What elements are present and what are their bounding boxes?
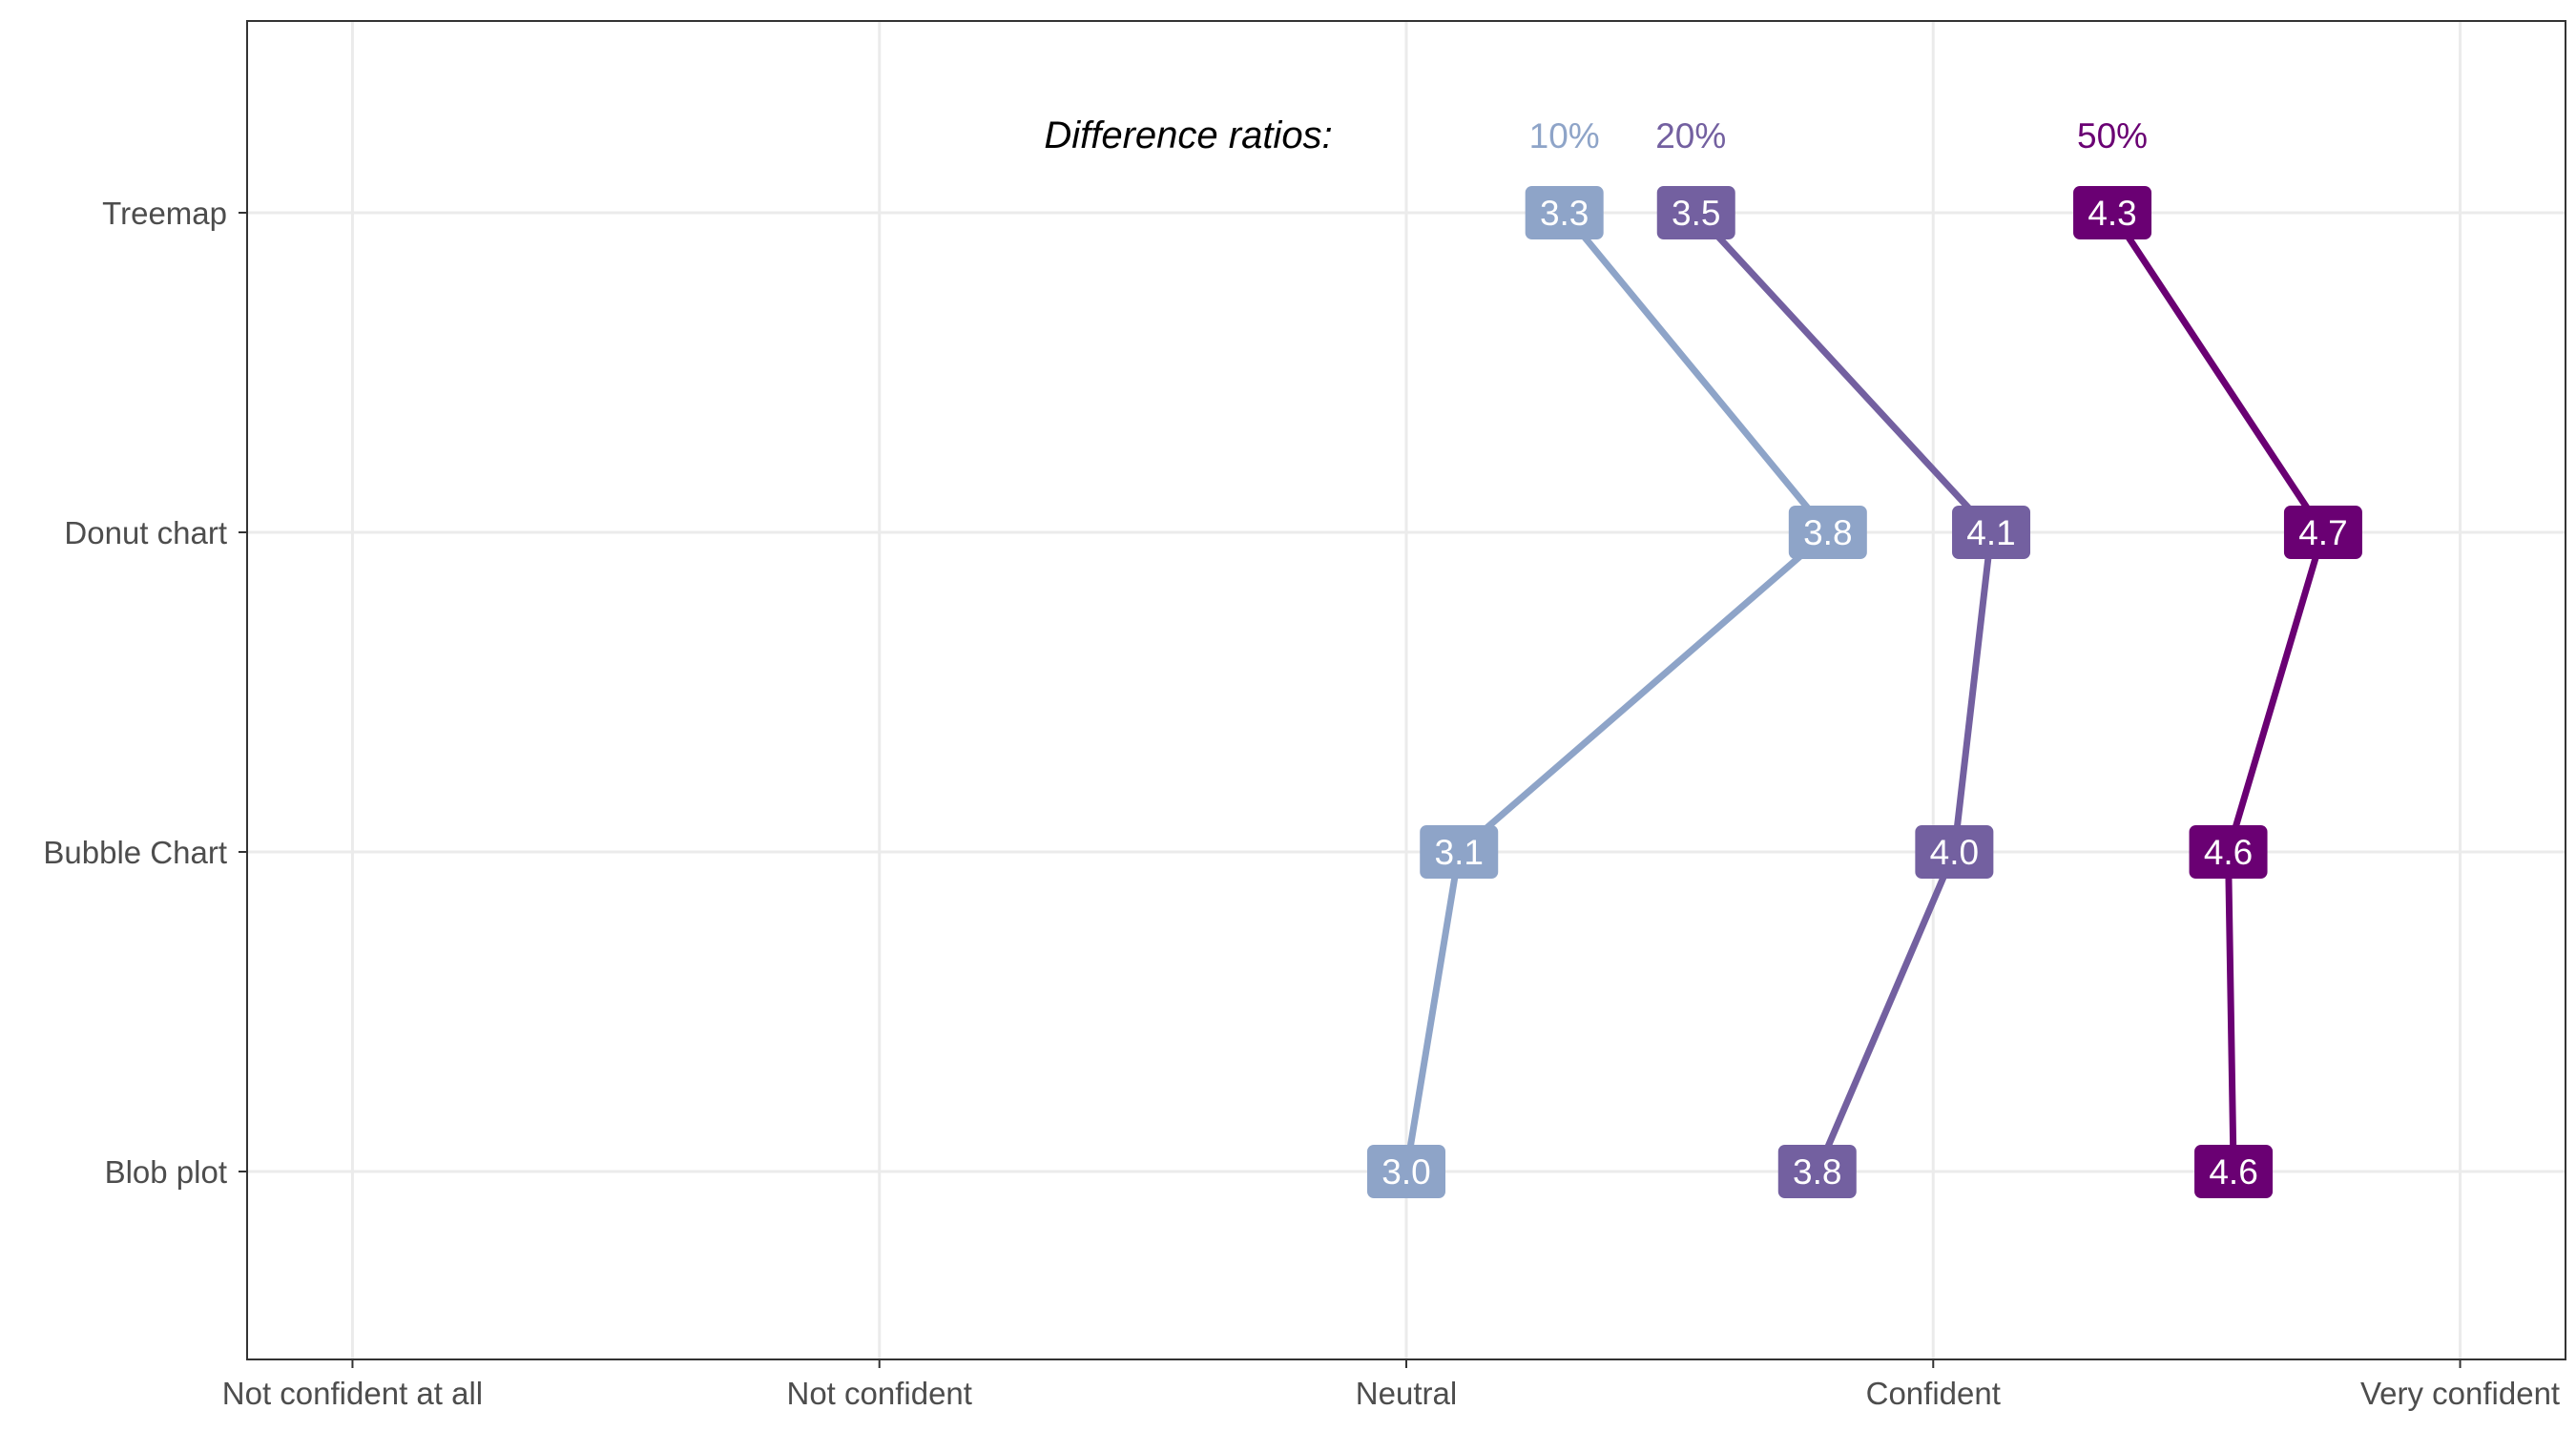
value-label-box xyxy=(1952,506,2031,559)
value-label: 4.7 xyxy=(2283,506,2362,559)
value-label-text: 3.8 xyxy=(1793,1152,1841,1192)
axes: Not confident at all Not confident Neutral… xyxy=(43,196,2560,1411)
value-label-text: 3.0 xyxy=(1381,1152,1430,1192)
value-label-box xyxy=(1777,1145,1857,1198)
value-label-box xyxy=(2283,506,2362,559)
value-label-text: 4.0 xyxy=(1930,833,1979,872)
y-tick-label: Blob plot xyxy=(105,1154,227,1190)
value-label: 4.6 xyxy=(2194,1145,2274,1198)
series-line-1 xyxy=(1402,209,1832,1175)
annotation-ratio-label: 50% xyxy=(2077,116,2148,156)
value-labels: 3.3 3.8 3.1 3.0 3.5 4.1 4.0 3.8 4.3 4.7 4.6 4.6 xyxy=(1367,186,2362,1198)
value-label-box xyxy=(2073,186,2152,239)
value-label: 3.8 xyxy=(1777,1145,1857,1198)
value-label-box xyxy=(2189,825,2268,879)
value-label-box xyxy=(1656,186,1735,239)
value-label: 4.3 xyxy=(2073,186,2152,239)
x-tick-label: Not confident at all xyxy=(222,1376,483,1411)
value-label-box xyxy=(1788,506,1867,559)
y-tick-label: Donut chart xyxy=(64,515,227,550)
value-label-text: 4.6 xyxy=(2204,833,2253,872)
value-label-box xyxy=(1420,825,1499,879)
x-tick-label: Not confident xyxy=(786,1376,971,1411)
y-tick-label: Treemap xyxy=(102,196,227,231)
annotation-ratio-label: 20% xyxy=(1655,116,1726,156)
x-tick-label: Very confident xyxy=(2360,1376,2560,1411)
value-label: 4.1 xyxy=(1952,506,2031,559)
x-tick-label: Confident xyxy=(1866,1376,2001,1411)
value-label-text: 3.3 xyxy=(1540,194,1589,233)
value-label-box xyxy=(1915,825,1994,879)
value-label-text: 4.6 xyxy=(2209,1152,2257,1192)
value-label-text: 3.5 xyxy=(1672,194,1720,233)
y-tick-label: Bubble Chart xyxy=(43,835,227,870)
x-tick-label: Neutral xyxy=(1356,1376,1457,1411)
value-label-box xyxy=(1367,1145,1445,1198)
value-label: 4.6 xyxy=(2189,825,2268,879)
value-label-box xyxy=(1525,186,1604,239)
series-line-2 xyxy=(1693,209,1995,1175)
value-label-text: 3.1 xyxy=(1435,833,1484,872)
value-label-text: 4.7 xyxy=(2298,513,2347,552)
annotation-title: Difference ratios: xyxy=(1044,114,1332,156)
value-label-text: 4.3 xyxy=(2088,194,2136,233)
value-label: 3.8 xyxy=(1788,506,1867,559)
annotation: Difference ratios: 10% 20% 50% xyxy=(1044,114,2148,156)
annotation-ratio-label: 10% xyxy=(1529,116,1600,156)
value-label-box xyxy=(2194,1145,2274,1198)
value-label: 3.1 xyxy=(1420,825,1499,879)
value-label-text: 3.8 xyxy=(1803,513,1852,552)
series-lines xyxy=(1402,209,2327,1175)
value-label: 4.0 xyxy=(1915,825,1994,879)
value-label: 3.0 xyxy=(1367,1145,1445,1198)
series-line-3 xyxy=(2109,209,2327,1175)
value-label-text: 4.1 xyxy=(1966,513,2015,552)
value-label: 3.5 xyxy=(1656,186,1735,239)
value-label: 3.3 xyxy=(1525,186,1604,239)
